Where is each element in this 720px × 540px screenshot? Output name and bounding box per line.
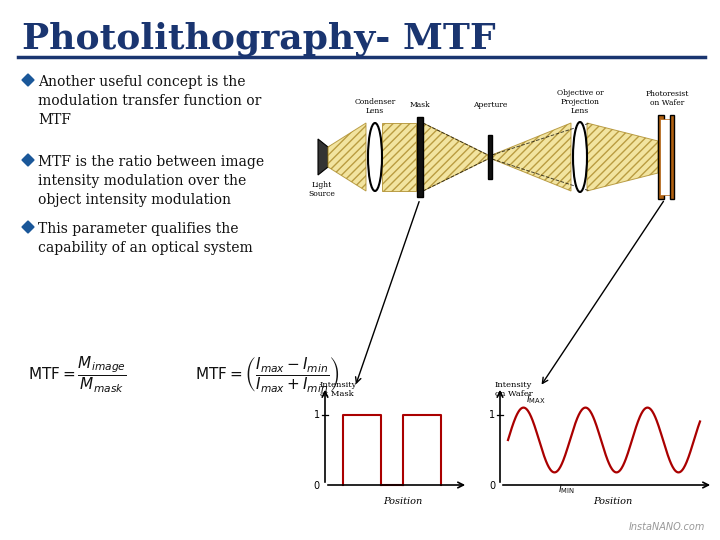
Text: 1: 1 <box>314 410 320 420</box>
Bar <box>488 135 492 179</box>
Polygon shape <box>318 139 328 175</box>
Text: Position: Position <box>593 497 632 506</box>
Text: Photolithography- MTF: Photolithography- MTF <box>22 22 495 57</box>
Text: 0: 0 <box>489 481 495 491</box>
Polygon shape <box>382 123 416 191</box>
Bar <box>660 119 670 195</box>
Text: 1: 1 <box>489 410 495 420</box>
Text: 0: 0 <box>314 481 320 491</box>
Text: Light
Source: Light Source <box>309 181 336 198</box>
Text: Mask: Mask <box>410 101 431 109</box>
Polygon shape <box>492 123 571 191</box>
Polygon shape <box>328 123 366 191</box>
Text: $\mathrm{MTF} = \left(\dfrac{I_{max}-I_{min}}{I_{max}+I_{min}}\right)$: $\mathrm{MTF} = \left(\dfrac{I_{max}-I_{… <box>195 355 340 395</box>
Text: Condenser
Lens: Condenser Lens <box>354 98 395 115</box>
Text: InstaNANO.com: InstaNANO.com <box>629 522 705 532</box>
Text: Another useful concept is the
modulation transfer function or
MTF: Another useful concept is the modulation… <box>38 75 261 127</box>
Ellipse shape <box>573 122 587 192</box>
Ellipse shape <box>368 123 382 191</box>
Polygon shape <box>22 221 34 233</box>
Bar <box>658 115 664 199</box>
Text: $\mathrm{MTF} = \dfrac{M_{image}}{M_{mask}}$: $\mathrm{MTF} = \dfrac{M_{image}}{M_{mas… <box>28 355 127 395</box>
Text: Position: Position <box>383 497 422 506</box>
Text: Intensity
at Mask: Intensity at Mask <box>320 381 357 398</box>
Bar <box>670 115 674 199</box>
Polygon shape <box>587 123 658 191</box>
Text: Intensity
on Wafer: Intensity on Wafer <box>495 381 533 398</box>
Text: Aperture: Aperture <box>473 101 507 109</box>
Text: Photoresist
on Wafer: Photoresist on Wafer <box>645 90 689 107</box>
Text: MTF is the ratio between image
intensity modulation over the
object intensity mo: MTF is the ratio between image intensity… <box>38 155 264 207</box>
Polygon shape <box>423 123 488 191</box>
Polygon shape <box>22 154 34 166</box>
Text: $I_{\rm MIN}$: $I_{\rm MIN}$ <box>559 482 576 496</box>
Polygon shape <box>22 74 34 86</box>
Text: $I_{\rm MAX}$: $I_{\rm MAX}$ <box>526 392 545 406</box>
Bar <box>417 117 423 197</box>
Text: This parameter qualifies the
capability of an optical system: This parameter qualifies the capability … <box>38 222 253 255</box>
Text: Objective or
Projection
Lens: Objective or Projection Lens <box>557 89 603 115</box>
